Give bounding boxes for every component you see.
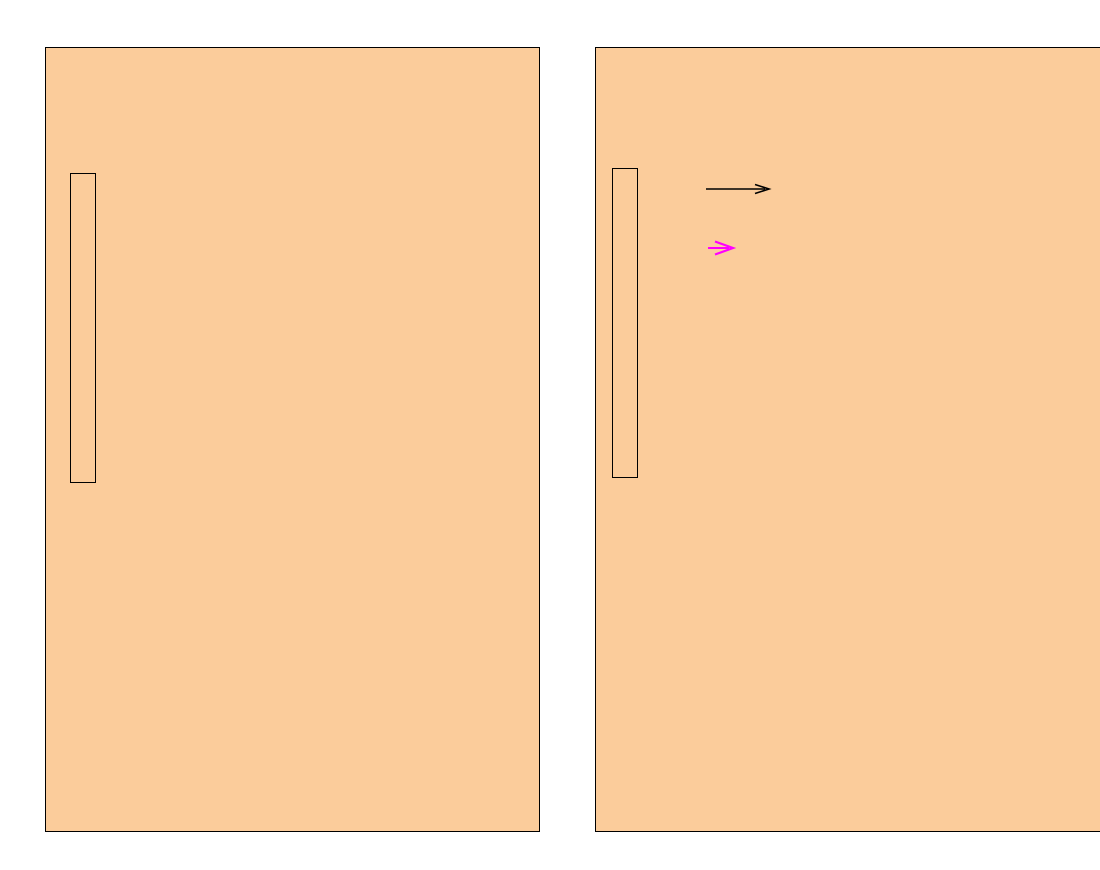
sst-map[interactable] <box>595 47 1100 832</box>
drifter-scale-arrow-icon <box>708 240 737 256</box>
sst-colorbar[interactable] <box>612 168 638 478</box>
sea-level-anomaly-canvas <box>46 48 539 831</box>
sst-colorbar-gradient <box>613 169 637 477</box>
left-panel <box>45 47 540 832</box>
histogram-canvas <box>178 98 278 182</box>
colorbar-gradient <box>71 174 95 482</box>
sea-level-anomaly-colorbar[interactable] <box>70 173 96 483</box>
sea-level-anomaly-map[interactable] <box>45 47 540 832</box>
right-panel <box>550 0 1100 870</box>
copyright-notice <box>1068 556 1086 856</box>
sst-canvas <box>596 48 1100 831</box>
data-count-histogram[interactable] <box>178 98 278 182</box>
velocity-scale-arrow-icon <box>706 183 772 195</box>
